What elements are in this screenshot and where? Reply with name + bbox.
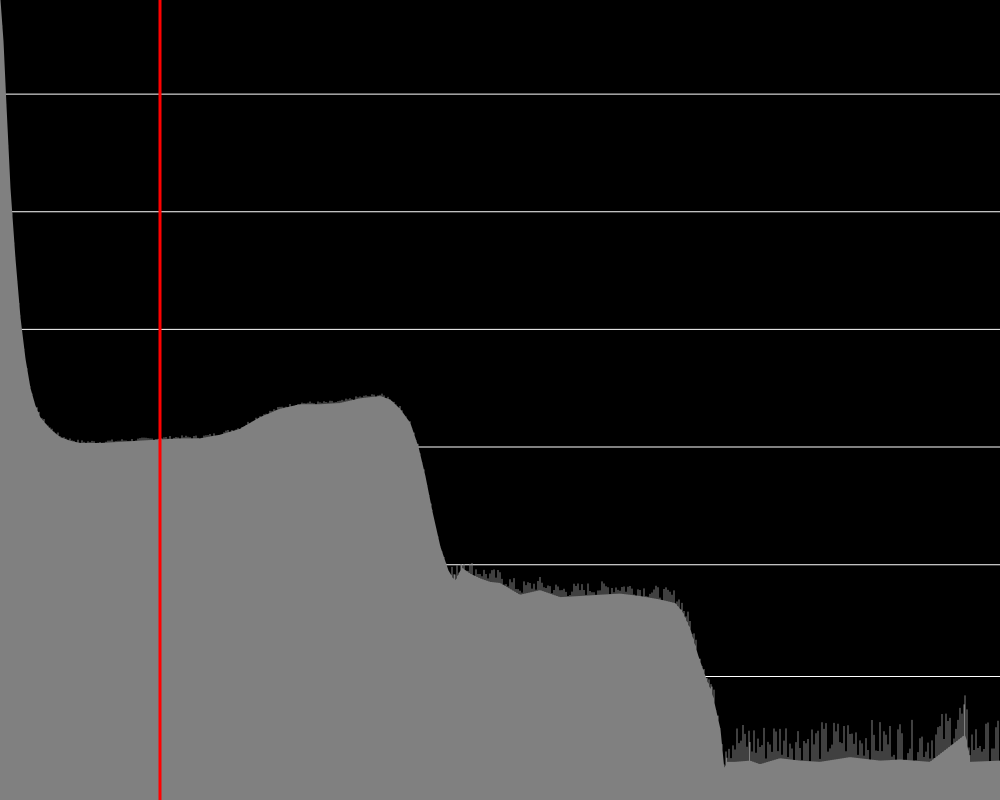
series-spikes-1 — [0, 0, 999, 771]
